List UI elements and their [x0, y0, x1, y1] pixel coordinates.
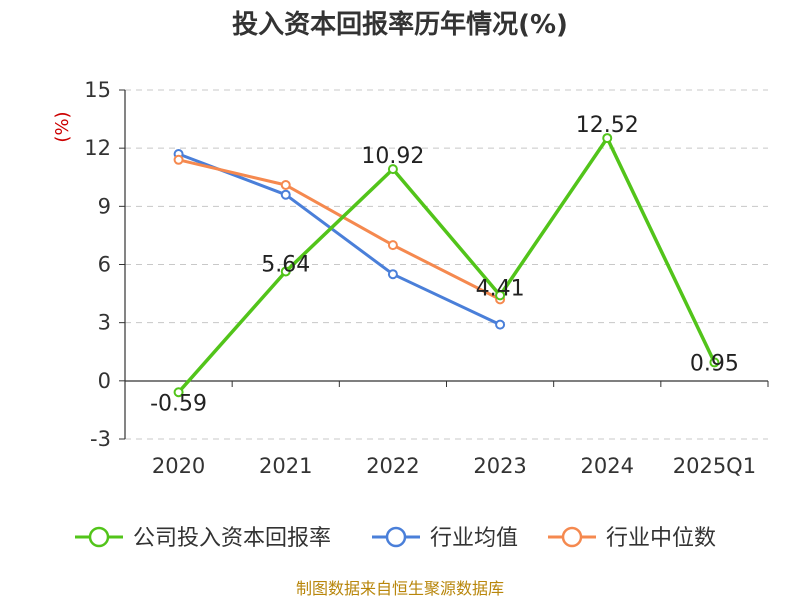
data-point: [173, 154, 184, 165]
series-line: [177, 136, 716, 394]
y-tick-label: 6: [98, 253, 111, 277]
y-tick-label: 9: [98, 194, 111, 218]
x-tick-label: 2023: [473, 454, 526, 478]
y-tick-label: 15: [84, 78, 111, 102]
y-tick-label: 3: [98, 311, 111, 335]
legend-item[interactable]: 公司投入资本回报率: [75, 526, 331, 551]
data-label: 10.92: [361, 144, 424, 169]
series-line: [178, 158, 501, 301]
y-tick-label: -3: [90, 427, 111, 451]
series-layer: [173, 133, 720, 398]
data-label: -0.59: [150, 391, 207, 416]
data-labels: -0.59 5.64 10.92 4.41 12.52 0.95: [150, 113, 739, 416]
series-line: [178, 152, 501, 326]
data-point: [387, 269, 398, 280]
x-tick-label: 2021: [259, 454, 312, 478]
legend-label: 公司投入资本回报率: [133, 526, 331, 551]
x-tick-label: 2024: [581, 454, 634, 478]
data-point: [387, 164, 398, 175]
data-label: 12.52: [576, 113, 639, 138]
data-point: [387, 240, 398, 251]
data-label: 4.41: [476, 276, 525, 301]
data-point: [495, 319, 506, 330]
x-tick-label: 2025Q1: [673, 454, 756, 478]
legend-label: 行业均值: [430, 526, 518, 551]
data-point: [280, 189, 291, 200]
data-point: [280, 180, 291, 191]
chart-title: 投入资本回报率历年情况(%): [232, 9, 568, 40]
data-label: 5.64: [261, 252, 310, 277]
grid-lines: [125, 89, 768, 440]
y-axis-unit-label: (%): [52, 111, 73, 142]
legend-item[interactable]: 行业均值: [372, 526, 518, 551]
data-point: [280, 266, 291, 277]
source-note: 制图数据来自恒生聚源数据库: [296, 579, 504, 598]
legend-marker: [88, 526, 110, 548]
axes: 15 12 9 6 3 0 -3 2020 2021 2022 2023 2024 2025Q1: [84, 78, 769, 478]
y-tick-label: 12: [84, 136, 111, 160]
legend-marker: [385, 526, 407, 548]
x-tick-label: 2020: [152, 454, 205, 478]
x-tick-label: 2022: [366, 454, 419, 478]
legend-item[interactable]: 行业中位数: [548, 526, 716, 551]
data-label: 0.95: [690, 351, 739, 376]
legend: 公司投入资本回报率 行业均值 行业中位数: [75, 526, 716, 551]
data-point: [602, 133, 613, 144]
legend-label: 行业中位数: [606, 526, 716, 551]
data-point: [709, 357, 720, 368]
data-point: [495, 290, 506, 301]
data-point: [173, 387, 184, 398]
legend-marker: [561, 526, 583, 548]
y-tick-label: 0: [98, 369, 111, 393]
